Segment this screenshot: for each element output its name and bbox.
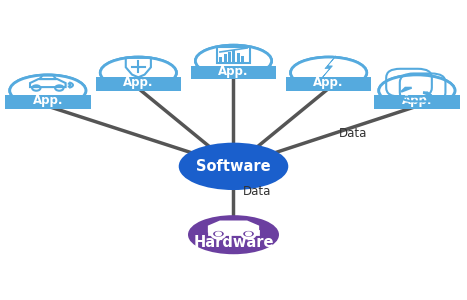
Text: App.: App. <box>123 76 154 89</box>
Text: Software: Software <box>196 159 271 174</box>
Text: Hardware: Hardware <box>193 235 274 250</box>
Circle shape <box>242 230 255 238</box>
Ellipse shape <box>100 57 177 88</box>
Ellipse shape <box>290 57 367 88</box>
Text: Data: Data <box>243 185 271 198</box>
Polygon shape <box>137 65 140 69</box>
Polygon shape <box>191 65 276 80</box>
Circle shape <box>212 230 225 238</box>
Bar <box>219 57 222 62</box>
Text: App.: App. <box>313 76 344 89</box>
Text: Data: Data <box>339 127 368 140</box>
Polygon shape <box>5 95 91 109</box>
Circle shape <box>246 232 251 236</box>
Circle shape <box>65 85 66 86</box>
Ellipse shape <box>195 45 272 76</box>
Text: App.: App. <box>218 64 249 77</box>
Polygon shape <box>374 95 460 109</box>
Ellipse shape <box>290 57 367 88</box>
Text: App.: App. <box>402 94 432 107</box>
Bar <box>241 56 244 62</box>
Ellipse shape <box>379 75 455 106</box>
Polygon shape <box>321 56 336 79</box>
Bar <box>237 53 240 62</box>
Ellipse shape <box>379 75 455 106</box>
Ellipse shape <box>10 75 86 106</box>
Ellipse shape <box>180 144 287 189</box>
Ellipse shape <box>10 75 86 106</box>
Ellipse shape <box>195 45 272 76</box>
Text: App.: App. <box>33 94 63 107</box>
Bar <box>233 50 235 62</box>
Ellipse shape <box>100 57 177 88</box>
Polygon shape <box>96 77 181 92</box>
Bar <box>228 52 231 62</box>
Circle shape <box>216 232 221 236</box>
Bar <box>224 54 226 62</box>
Polygon shape <box>209 231 258 233</box>
Ellipse shape <box>190 217 277 253</box>
Polygon shape <box>286 77 371 92</box>
Bar <box>217 47 250 63</box>
Polygon shape <box>209 222 258 231</box>
